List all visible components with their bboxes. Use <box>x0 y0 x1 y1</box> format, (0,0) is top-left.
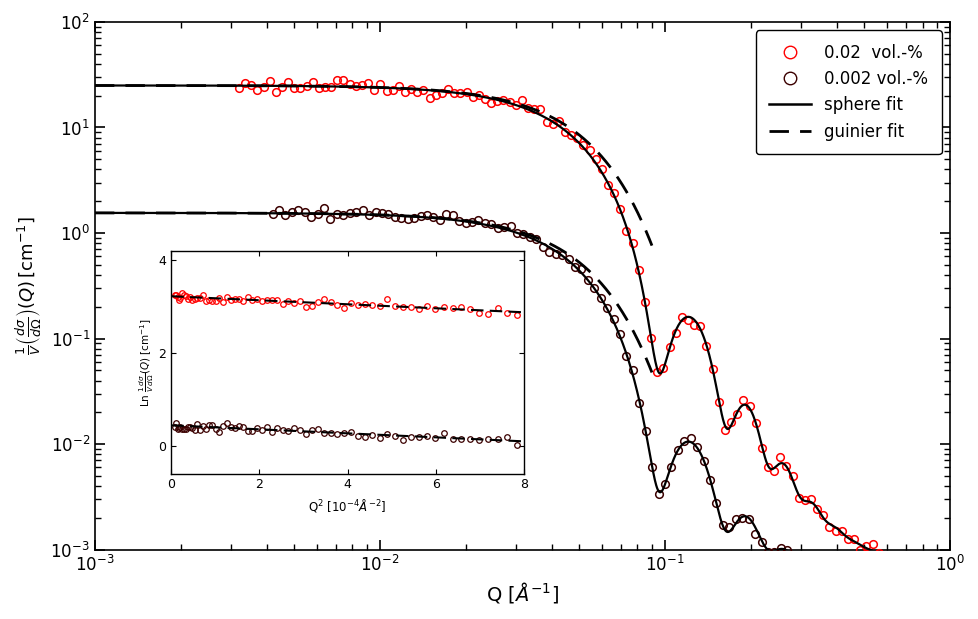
Legend: 0.02  vol.-%, 0.002 vol.-%, sphere fit, guinier fit: 0.02 vol.-%, 0.002 vol.-%, sphere fit, g… <box>755 30 941 154</box>
Y-axis label: $\frac{1}{V}\left(\frac{d\sigma}{d\Omega}\right)(Q)\,[\mathrm{cm}^{-1}]$: $\frac{1}{V}\left(\frac{d\sigma}{d\Omega… <box>14 217 43 355</box>
X-axis label: Q$^2$ $[10^{-4}\AA^{-2}]$: Q$^2$ $[10^{-4}\AA^{-2}]$ <box>308 497 386 514</box>
X-axis label: Q $[\AA^{-1}]$: Q $[\AA^{-1}]$ <box>485 580 558 605</box>
Y-axis label: Ln $\frac{1}{V}\frac{d\sigma}{d\Omega}(Q)$ $[\mathrm{cm}^{-1}]$: Ln $\frac{1}{V}\frac{d\sigma}{d\Omega}(Q… <box>137 318 156 407</box>
